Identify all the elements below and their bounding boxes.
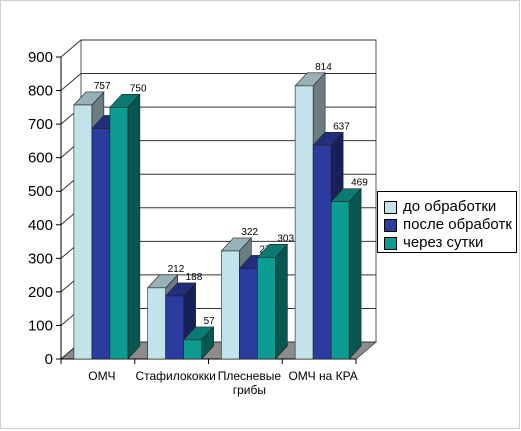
bar-side	[348, 187, 362, 360]
x-tick-label: ОМЧ	[88, 369, 115, 383]
bar	[73, 104, 93, 360]
data-label: 303	[277, 233, 294, 244]
bar-side	[127, 93, 141, 360]
bar	[294, 85, 314, 360]
data-label: 57	[204, 316, 216, 327]
y-tick-label: 400	[28, 217, 53, 234]
y-tick-label: 800	[28, 83, 53, 100]
data-label: 757	[94, 81, 111, 92]
legend-label: через сутки	[403, 234, 484, 251]
data-label: 212	[168, 264, 185, 275]
legend-item: после обработк	[384, 216, 516, 234]
data-label: 322	[241, 227, 258, 238]
legend-item: до обработки	[384, 198, 516, 216]
bar	[330, 201, 350, 360]
side-gridline	[60, 39, 82, 58]
legend: до обработки после обработк через сутки	[377, 191, 517, 253]
bar	[221, 250, 240, 360]
data-label: 750	[130, 83, 147, 94]
y-tick-label: 200	[28, 284, 53, 301]
data-label: 188	[186, 272, 203, 283]
data-label: 637	[333, 121, 350, 132]
x-tick-label: Плесневые	[218, 369, 282, 383]
legend-swatch	[384, 200, 397, 214]
legend-swatch	[384, 218, 397, 232]
y-tick-label: 100	[28, 317, 53, 334]
data-label: 469	[351, 178, 368, 189]
legend-item: через сутки	[384, 234, 516, 252]
y-tick-label: 700	[28, 116, 53, 133]
bar	[109, 107, 129, 360]
y-tick-label: 300	[28, 250, 53, 267]
bar	[257, 257, 276, 360]
y-tick-label: 500	[28, 183, 53, 200]
bar	[312, 144, 332, 360]
y-tick-label: 900	[28, 49, 53, 66]
x-tick-label: ОМЧ на КРА	[288, 369, 357, 383]
legend-label: до обработки	[403, 198, 497, 215]
x-tick-label: Стафилококки	[135, 369, 215, 383]
y-tick-label: 600	[28, 150, 53, 167]
bar-side	[275, 243, 288, 360]
bar	[147, 287, 166, 360]
x-tick-label: грибы	[233, 383, 266, 397]
data-label: 814	[315, 62, 332, 73]
bar	[183, 339, 202, 360]
bar	[165, 295, 184, 360]
bar	[239, 268, 258, 360]
legend-swatch	[384, 236, 397, 250]
bar	[91, 128, 111, 360]
y-tick-label: 0	[45, 351, 53, 368]
side-gridline	[60, 73, 82, 91]
legend-label: после обработк	[403, 216, 512, 233]
